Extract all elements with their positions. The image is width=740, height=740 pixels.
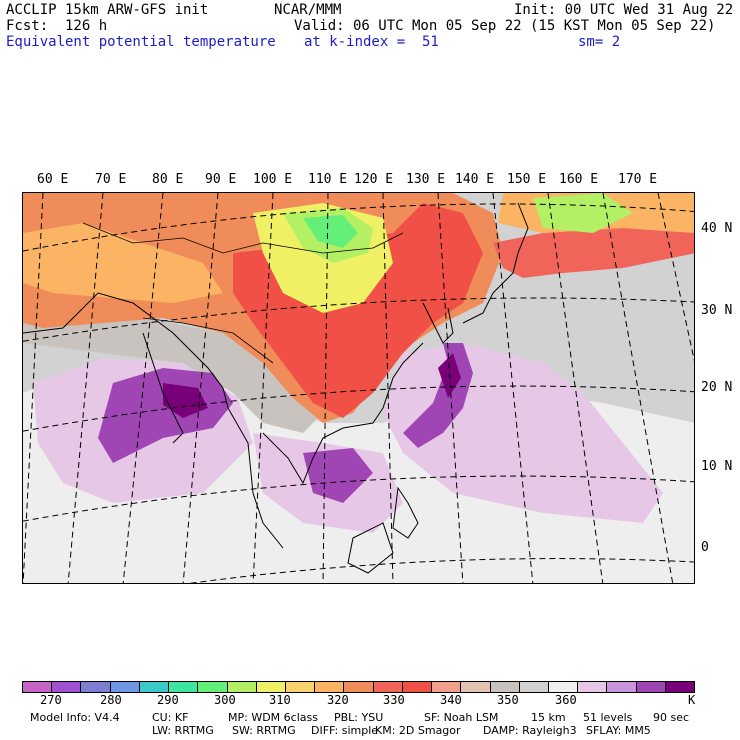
graticule-lines xyxy=(23,193,694,583)
colorbar-tick-label: 340 xyxy=(440,693,462,707)
longitude-label: 90 E xyxy=(205,172,237,187)
model-info-item: 51 levels xyxy=(583,711,633,724)
latitude-label: 40 N xyxy=(701,221,733,236)
longitude-label: 70 E xyxy=(95,172,127,187)
colorbar-tick-label: 290 xyxy=(157,693,179,707)
model-info-item: Model Info: V4.4 xyxy=(30,711,120,724)
colorbar-swatch xyxy=(490,682,520,692)
land-gray-area xyxy=(23,313,323,433)
colorbar-tick-label: 350 xyxy=(497,693,519,707)
model-info-item: SW: RRTMG xyxy=(232,724,296,737)
colorbar-tick-label: 310 xyxy=(269,693,291,707)
colorbar-swatch xyxy=(519,682,549,692)
map-panel xyxy=(22,192,695,584)
colorbar-swatch xyxy=(285,682,316,692)
longitude-label: 160 E xyxy=(559,172,599,187)
coastline-southeast-asia xyxy=(227,342,424,549)
colorbar-tick-label: K xyxy=(688,693,696,707)
colorbar-swatch xyxy=(636,682,666,692)
longitude-label: 80 E xyxy=(152,172,184,187)
coastline-borneo xyxy=(347,522,394,574)
header-model-title: ACCLIP 15km ARW-GFS init xyxy=(6,2,209,18)
model-info-item: MP: WDM 6class xyxy=(228,711,318,724)
longitude-label: 120 E xyxy=(354,172,394,187)
longitude-label: 130 E xyxy=(406,172,446,187)
colorbar-swatch xyxy=(432,682,462,692)
model-info-item: SFLAY: MM5 xyxy=(586,724,651,737)
header-org: NCAR/MMM xyxy=(274,2,342,18)
model-info-item: PBL: YSU xyxy=(334,711,384,724)
colorbar-swatch xyxy=(344,682,374,692)
colorbar-swatch xyxy=(110,682,140,692)
model-info-item: 15 km xyxy=(531,711,566,724)
colorbar-swatch xyxy=(52,682,82,692)
colorbar xyxy=(22,681,695,693)
colorbar-swatch xyxy=(198,682,228,692)
colorbar-swatch xyxy=(23,682,53,692)
coastline-philippines xyxy=(392,486,419,539)
colorbar-tick-label: 360 xyxy=(555,693,577,707)
colorbar-swatch xyxy=(169,682,199,692)
land-green-center xyxy=(303,215,358,248)
header-forecast-hour: Fcst: 126 h xyxy=(6,18,108,34)
latitude-label: 30 N xyxy=(701,303,733,318)
model-info-item: KM: 2D Smagor xyxy=(375,724,461,737)
colorbar-tick-label: 330 xyxy=(383,693,405,707)
latitude-label: 10 N xyxy=(701,459,733,474)
colorbar-swatch xyxy=(607,682,637,692)
header-smoothing: sm= 2 xyxy=(578,34,621,50)
colorbar-swatch xyxy=(402,682,433,692)
colorbar-swatch xyxy=(227,682,257,692)
colorbar-tick-label: 280 xyxy=(100,693,122,707)
longitude-label: 110 E xyxy=(308,172,348,187)
colorbar-swatch xyxy=(665,682,695,692)
longitude-label: 140 E xyxy=(455,172,495,187)
coastline-india xyxy=(23,292,229,444)
header-init-time: Init: 00 UTC Wed 31 Aug 22 xyxy=(514,2,734,18)
colorbar-swatch xyxy=(461,682,491,692)
colorbar-swatch xyxy=(548,682,579,692)
latitude-label: 0 xyxy=(701,540,709,555)
colorbar-swatch xyxy=(256,682,286,692)
land-orange-west xyxy=(23,223,223,303)
colorbar-tick-label: 270 xyxy=(40,693,62,707)
longitude-label: 60 E xyxy=(37,172,69,187)
colorbar-swatch xyxy=(315,682,345,692)
npac-warm-band xyxy=(493,228,694,278)
longitude-label: 150 E xyxy=(507,172,547,187)
model-info-item: DAMP: Rayleigh3 xyxy=(483,724,577,737)
colorbar-tick-label: 300 xyxy=(214,693,236,707)
model-info-item: 90 sec xyxy=(653,711,690,724)
latitude-label: 20 N xyxy=(701,380,733,395)
coastline-japan xyxy=(462,202,529,324)
model-info-item: DIFF: simple xyxy=(311,724,379,737)
model-info-item: CU: KF xyxy=(152,711,189,724)
model-info-item: LW: RRTMG xyxy=(152,724,214,737)
longitude-label: 170 E xyxy=(618,172,658,187)
colorbar-swatch xyxy=(139,682,170,692)
purple-band-scs xyxy=(303,448,373,503)
model-info-item: SF: Noah LSM xyxy=(424,711,499,724)
map-svg xyxy=(23,193,694,583)
colorbar-tick-label: 320 xyxy=(327,693,349,707)
header-level: at k-index = 51 xyxy=(304,34,439,50)
header-valid-time: Valid: 06 UTC Mon 05 Sep 22 (15 KST Mon … xyxy=(294,18,716,34)
longitude-label: 100 E xyxy=(253,172,293,187)
coastline-korea xyxy=(422,302,454,344)
header-field-name: Equivalent potential temperature xyxy=(6,34,276,50)
colorbar-swatch xyxy=(81,682,111,692)
colorbar-swatch xyxy=(373,682,403,692)
colorbar-swatch xyxy=(578,682,608,692)
purple-core-bay-of-bengal xyxy=(163,383,208,418)
